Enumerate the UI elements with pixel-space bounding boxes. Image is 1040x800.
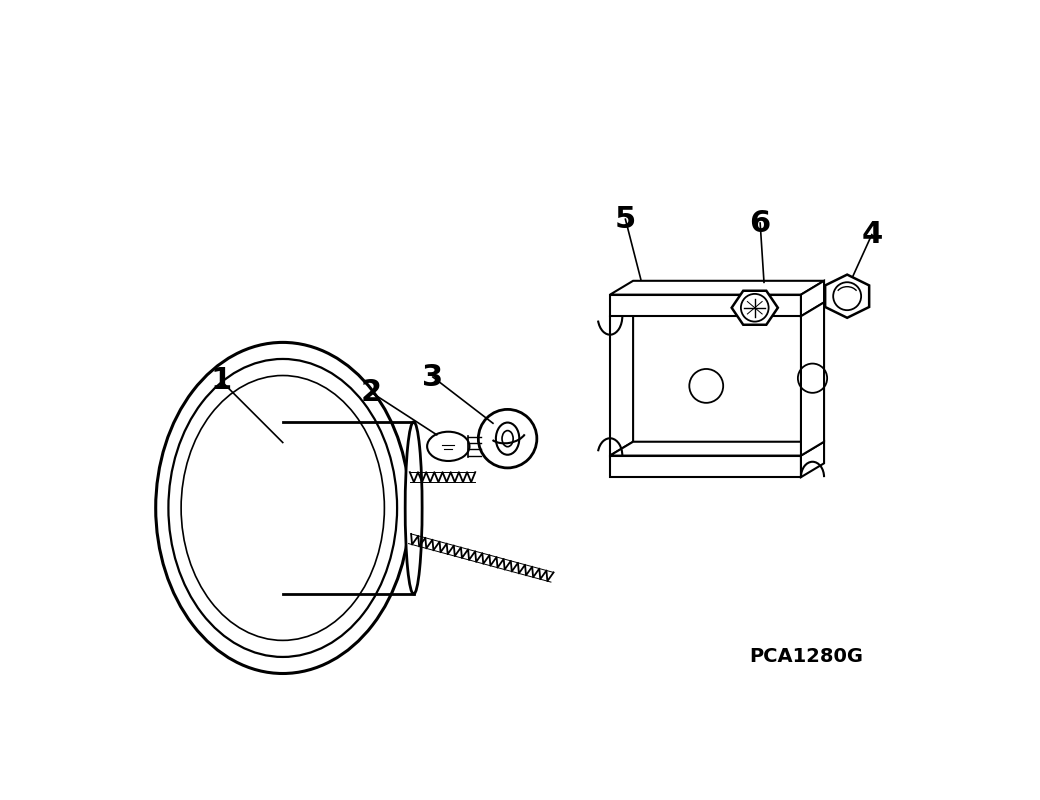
Polygon shape (825, 274, 869, 318)
Text: 5: 5 (615, 205, 636, 234)
Ellipse shape (156, 342, 410, 674)
Polygon shape (610, 455, 801, 477)
Circle shape (478, 410, 537, 468)
Ellipse shape (406, 422, 422, 594)
Polygon shape (610, 281, 824, 294)
Ellipse shape (496, 422, 519, 454)
Ellipse shape (168, 359, 397, 657)
Text: PCA1280G: PCA1280G (750, 647, 863, 666)
Polygon shape (610, 442, 824, 455)
Ellipse shape (427, 432, 469, 461)
Polygon shape (801, 442, 824, 477)
Polygon shape (801, 281, 824, 316)
Text: 1: 1 (210, 366, 232, 395)
Polygon shape (732, 290, 778, 325)
Text: 4: 4 (861, 220, 882, 249)
Polygon shape (610, 294, 801, 316)
Polygon shape (610, 302, 633, 455)
Ellipse shape (181, 375, 385, 640)
Text: 3: 3 (422, 362, 443, 391)
Polygon shape (801, 302, 824, 455)
Text: 2: 2 (361, 378, 382, 407)
Text: 6: 6 (750, 209, 771, 238)
Polygon shape (283, 422, 414, 594)
